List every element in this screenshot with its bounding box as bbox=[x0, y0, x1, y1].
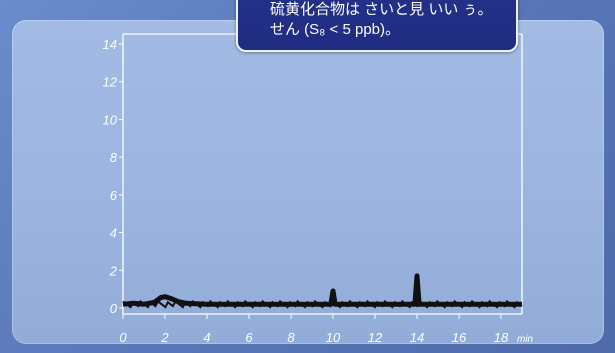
x-tick-label: 0 bbox=[119, 330, 127, 345]
x-unit-label: min bbox=[517, 334, 534, 345]
y-tick-label: 8 bbox=[110, 150, 118, 165]
x-tick-label: 8 bbox=[287, 330, 295, 345]
y-tick-label: 2 bbox=[109, 263, 118, 278]
callout-text-line-1: 硫黄化合物は さいと見 いい ぅ。 bbox=[270, 1, 493, 18]
x-tick-label: 6 bbox=[245, 330, 253, 345]
x-tick-label: 12 bbox=[368, 330, 383, 345]
callout-box: 硫黄化合物は さいと見 いい ぅ。 せん (S₈ < 5 ppb)。 bbox=[236, 0, 518, 52]
x-tick-label: 14 bbox=[410, 330, 424, 345]
chromatogram-trace bbox=[122, 273, 522, 307]
y-tick-label: 6 bbox=[110, 188, 118, 203]
chart-panel bbox=[12, 20, 604, 344]
x-tick-label: 4 bbox=[203, 330, 210, 345]
y-tick-label: 10 bbox=[103, 112, 118, 127]
callout-text-line-2: せん (S₈ < 5 ppb)。 bbox=[270, 21, 401, 38]
x-tick-label: 10 bbox=[326, 330, 341, 345]
y-tick-label: 4 bbox=[110, 226, 117, 241]
chart-ticks: 0 2 4 6 8 10 12 14 0 2 4 6 8 10 12 14 16 18 min bbox=[103, 37, 534, 345]
y-tick-label: 0 bbox=[110, 301, 118, 316]
x-tick-label: 16 bbox=[452, 330, 467, 345]
x-tick-label: 2 bbox=[160, 330, 169, 345]
chart-trace bbox=[122, 273, 523, 309]
y-tick-label: 12 bbox=[103, 75, 118, 90]
chart-axes bbox=[122, 33, 523, 315]
x-tick-label: 18 bbox=[494, 330, 509, 345]
baseline-noise bbox=[122, 299, 523, 309]
y-tick-label: 14 bbox=[103, 37, 117, 52]
